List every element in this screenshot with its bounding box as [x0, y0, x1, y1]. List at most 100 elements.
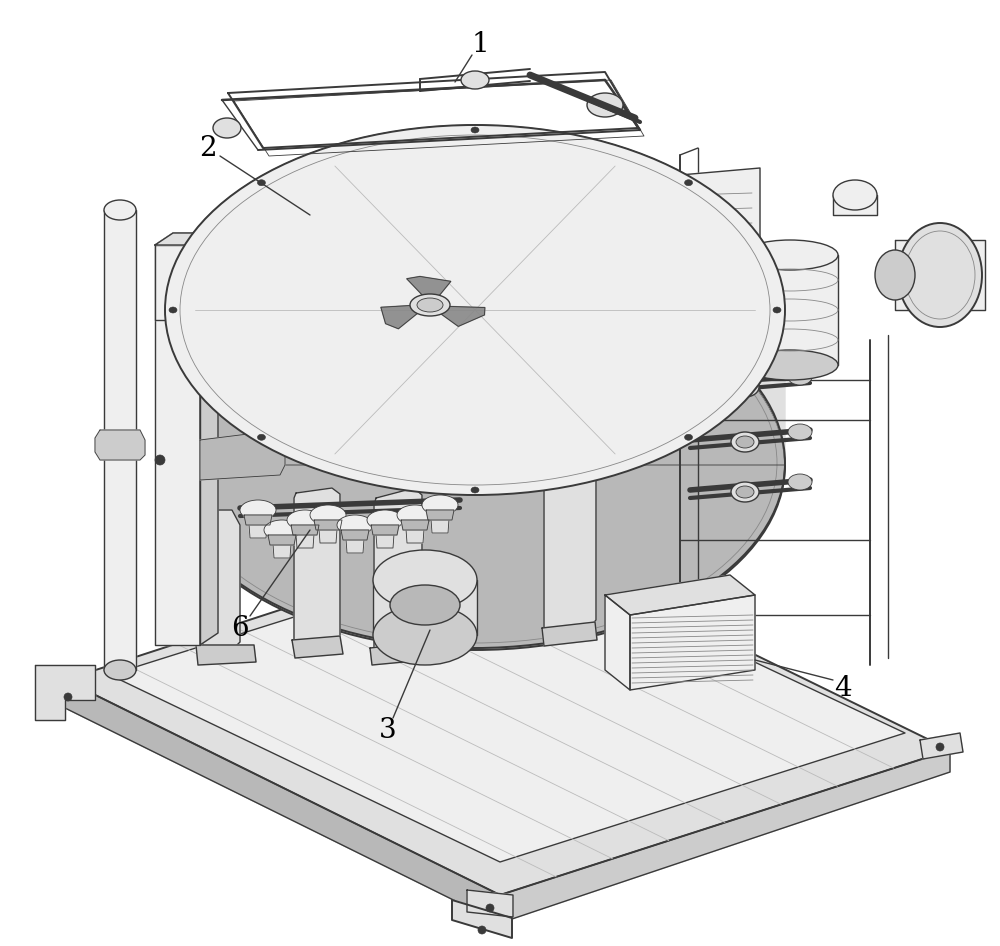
Polygon shape [895, 240, 985, 310]
Polygon shape [155, 245, 205, 320]
Polygon shape [605, 575, 755, 615]
Ellipse shape [165, 280, 785, 650]
Polygon shape [110, 548, 905, 862]
Polygon shape [314, 520, 342, 530]
Text: 6: 6 [231, 615, 249, 641]
Ellipse shape [736, 381, 754, 393]
Ellipse shape [104, 200, 136, 220]
Polygon shape [95, 430, 145, 460]
Ellipse shape [731, 432, 759, 452]
Polygon shape [605, 595, 630, 690]
Ellipse shape [898, 223, 982, 327]
Polygon shape [833, 195, 877, 215]
Polygon shape [318, 515, 338, 543]
Polygon shape [381, 305, 425, 329]
Polygon shape [291, 525, 319, 535]
Ellipse shape [165, 125, 785, 495]
Ellipse shape [257, 180, 265, 185]
Polygon shape [35, 665, 95, 720]
Polygon shape [155, 233, 218, 245]
Ellipse shape [936, 743, 944, 751]
Polygon shape [345, 525, 365, 553]
Polygon shape [373, 580, 477, 635]
Ellipse shape [461, 71, 489, 89]
Polygon shape [401, 520, 429, 530]
Polygon shape [375, 520, 395, 548]
Polygon shape [630, 595, 755, 690]
Ellipse shape [478, 926, 486, 934]
Ellipse shape [788, 424, 812, 440]
Ellipse shape [155, 455, 165, 465]
Polygon shape [544, 468, 596, 635]
Polygon shape [467, 890, 513, 917]
Polygon shape [155, 233, 223, 245]
Ellipse shape [422, 495, 458, 515]
Polygon shape [680, 168, 760, 280]
Ellipse shape [587, 93, 623, 117]
Polygon shape [341, 530, 369, 540]
Ellipse shape [417, 298, 443, 312]
Polygon shape [542, 622, 597, 646]
Ellipse shape [213, 118, 241, 138]
Polygon shape [200, 430, 285, 480]
Ellipse shape [742, 240, 838, 270]
Ellipse shape [736, 436, 754, 448]
Polygon shape [452, 900, 512, 938]
Ellipse shape [471, 487, 479, 493]
Polygon shape [205, 233, 223, 320]
Polygon shape [742, 255, 838, 365]
Ellipse shape [736, 486, 754, 498]
Ellipse shape [104, 660, 136, 680]
Polygon shape [248, 510, 268, 538]
Polygon shape [294, 488, 340, 648]
Ellipse shape [788, 369, 812, 385]
Ellipse shape [773, 307, 781, 313]
Polygon shape [292, 636, 343, 658]
Ellipse shape [373, 550, 477, 610]
Polygon shape [407, 276, 451, 303]
Ellipse shape [390, 585, 460, 625]
Ellipse shape [397, 505, 433, 525]
Ellipse shape [257, 434, 265, 440]
Polygon shape [430, 505, 450, 533]
Ellipse shape [486, 904, 494, 912]
Ellipse shape [685, 434, 693, 440]
Ellipse shape [471, 127, 479, 133]
Ellipse shape [337, 515, 373, 535]
Polygon shape [196, 645, 256, 665]
Ellipse shape [685, 180, 693, 185]
Polygon shape [371, 525, 399, 535]
Ellipse shape [875, 250, 915, 300]
Ellipse shape [731, 482, 759, 502]
Ellipse shape [240, 500, 276, 520]
Polygon shape [405, 515, 425, 543]
Text: 2: 2 [199, 134, 217, 162]
Polygon shape [104, 210, 136, 670]
Polygon shape [200, 233, 218, 645]
Polygon shape [272, 530, 292, 558]
Polygon shape [165, 125, 785, 465]
Polygon shape [920, 733, 963, 759]
Text: 1: 1 [471, 31, 489, 59]
Ellipse shape [264, 520, 300, 540]
Text: 4: 4 [834, 674, 852, 702]
Ellipse shape [367, 510, 403, 530]
Ellipse shape [731, 377, 759, 397]
Ellipse shape [373, 605, 477, 665]
Ellipse shape [410, 294, 450, 316]
Polygon shape [268, 535, 296, 545]
Polygon shape [65, 680, 500, 923]
Polygon shape [244, 515, 272, 525]
Ellipse shape [833, 180, 877, 210]
Polygon shape [65, 535, 950, 895]
Polygon shape [374, 488, 422, 655]
Polygon shape [295, 520, 315, 548]
Ellipse shape [64, 693, 72, 701]
Ellipse shape [310, 505, 346, 525]
Polygon shape [426, 510, 454, 520]
Polygon shape [370, 642, 425, 665]
Polygon shape [155, 245, 200, 645]
Ellipse shape [788, 474, 812, 490]
Polygon shape [432, 306, 485, 326]
Ellipse shape [287, 510, 323, 530]
